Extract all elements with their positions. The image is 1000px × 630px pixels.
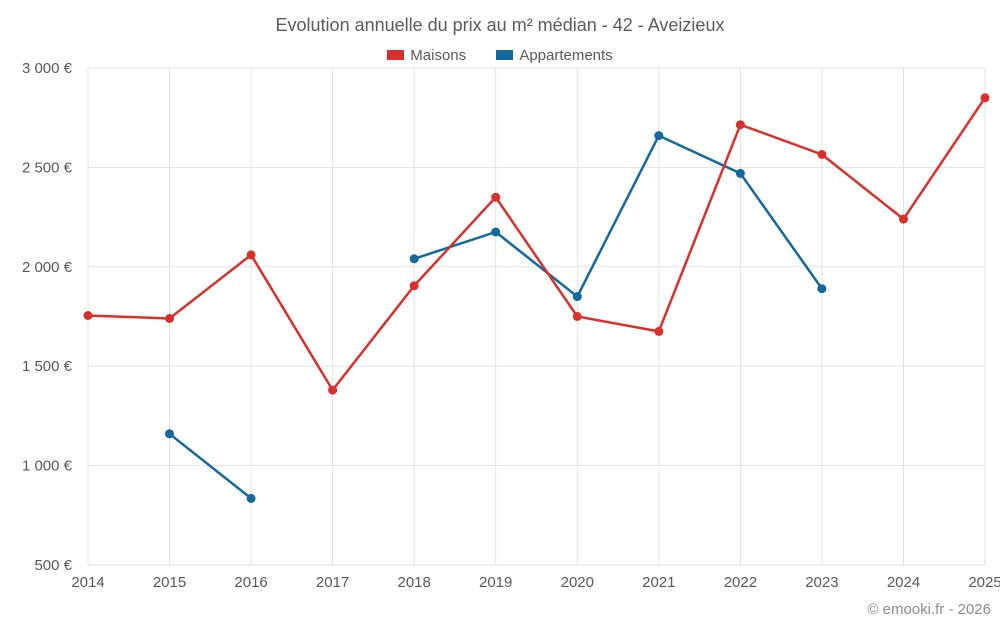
svg-text:© emooki.fr - 2026: © emooki.fr - 2026 — [867, 601, 991, 618]
svg-text:2 500 €: 2 500 € — [22, 159, 73, 176]
svg-text:2022: 2022 — [724, 574, 757, 591]
svg-text:2023: 2023 — [805, 574, 838, 591]
svg-text:2017: 2017 — [316, 574, 349, 591]
svg-text:500 €: 500 € — [34, 557, 72, 574]
svg-text:1 000 €: 1 000 € — [22, 458, 73, 475]
svg-text:2018: 2018 — [398, 574, 431, 591]
svg-text:2 000 €: 2 000 € — [22, 259, 73, 276]
svg-text:2021: 2021 — [642, 574, 675, 591]
svg-text:2020: 2020 — [561, 574, 594, 591]
svg-text:2019: 2019 — [479, 574, 512, 591]
svg-text:2016: 2016 — [234, 574, 267, 591]
svg-text:2024: 2024 — [887, 574, 920, 591]
svg-text:2025: 2025 — [968, 574, 1000, 591]
svg-text:1 500 €: 1 500 € — [22, 358, 73, 375]
svg-text:2015: 2015 — [153, 574, 186, 591]
svg-text:2014: 2014 — [71, 574, 104, 591]
